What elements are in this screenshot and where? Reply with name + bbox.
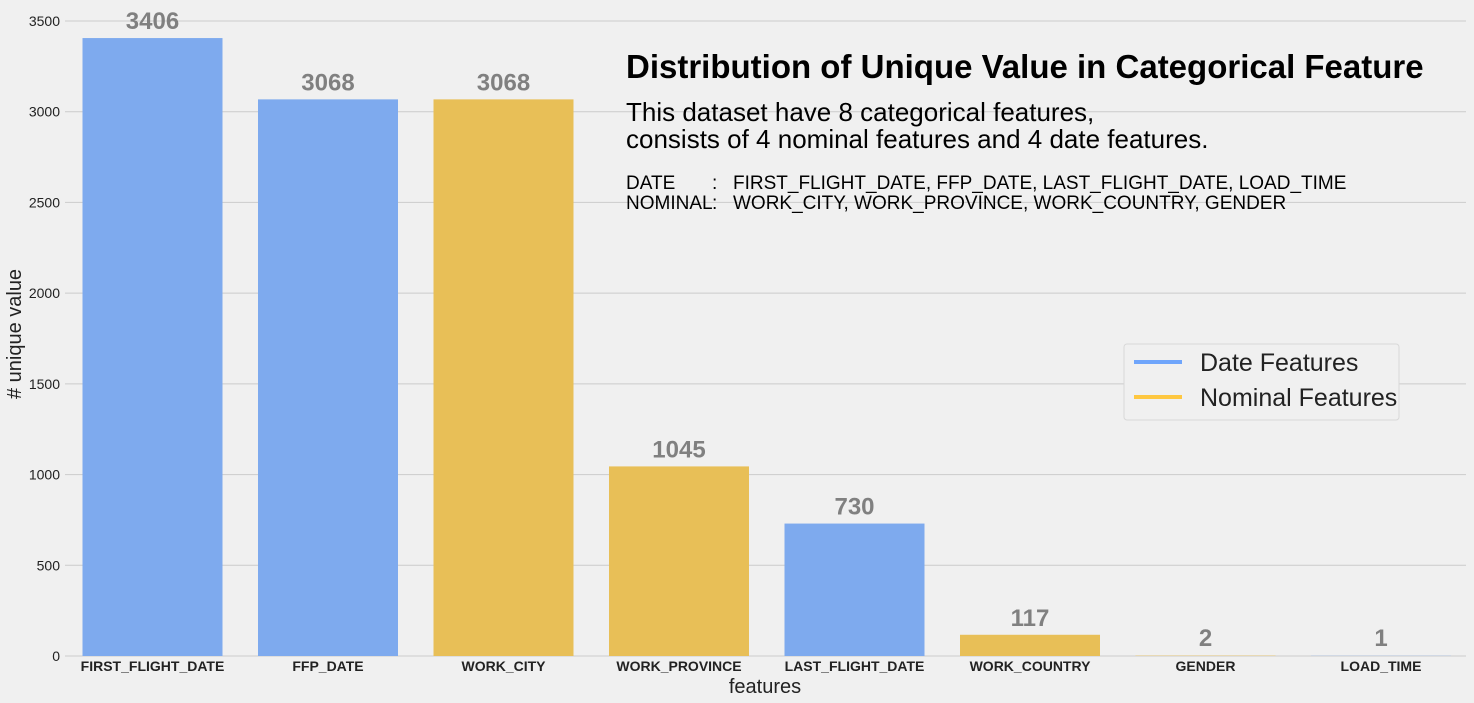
legend-label-date: Date Features xyxy=(1200,349,1358,377)
x-tick-label: FFP_DATE xyxy=(292,658,363,674)
y-tick-label: 2500 xyxy=(29,194,60,210)
y-tick-label: 0 xyxy=(52,648,60,664)
data-label: 1045 xyxy=(652,436,705,463)
x-axis-label: features xyxy=(729,676,801,698)
data-label: 3068 xyxy=(477,69,530,96)
bar-ffp-date xyxy=(258,99,398,657)
y-axis-ticks: 0 500 1000 1500 2000 2500 3000 3500 xyxy=(29,13,60,664)
legend-label-nominal: Nominal Features xyxy=(1200,384,1397,412)
y-tick-label: 3000 xyxy=(29,104,60,120)
subtitle-line-2: consists of 4 nominal features and 4 dat… xyxy=(626,124,1208,154)
y-axis-label: # unique value xyxy=(4,269,26,399)
bars xyxy=(82,38,1451,657)
note-nominal-sep: : xyxy=(712,193,717,214)
legend: Date Features Nominal Features xyxy=(1123,343,1400,421)
data-labels: 3406 3068 3068 1045 730 117 2 1 xyxy=(126,8,1388,652)
note-nominal-value: WORK_CITY, WORK_PROVINCE, WORK_COUNTRY, … xyxy=(733,193,1286,214)
subtitle-line-1: This dataset have 8 categorical features… xyxy=(626,97,1094,127)
legend-box xyxy=(1123,343,1400,421)
x-tick-label: LAST_FLIGHT_DATE xyxy=(785,658,925,674)
note-date-key: DATE xyxy=(626,173,675,194)
data-label: 3406 xyxy=(126,8,179,35)
data-label: 117 xyxy=(1011,605,1050,632)
bar-first-flight-date xyxy=(82,38,223,657)
x-tick-label: FIRST_FLIGHT_DATE xyxy=(81,658,225,674)
x-tick-label: WORK_PROVINCE xyxy=(616,658,741,674)
x-axis-ticks: FIRST_FLIGHT_DATE FFP_DATE WORK_CITY WORK_P… xyxy=(81,658,1422,674)
note-date-value: FIRST_FLIGHT_DATE, FFP_DATE, LAST_FLIGHT… xyxy=(733,173,1346,194)
data-label: 3068 xyxy=(301,69,354,96)
bar-work-country xyxy=(960,634,1100,656)
y-tick-label: 2000 xyxy=(29,285,60,301)
x-tick-label: WORK_CITY xyxy=(462,658,547,674)
chart-title: Distribution of Unique Value in Categori… xyxy=(626,48,1424,85)
note-nominal-key: NOMINAL xyxy=(626,193,713,214)
y-tick-label: 1000 xyxy=(29,467,60,483)
y-tick-label: 500 xyxy=(37,557,61,573)
note-date-sep: : xyxy=(712,173,717,194)
y-tick-label: 1500 xyxy=(29,376,60,392)
x-tick-label: GENDER xyxy=(1176,658,1236,674)
bar-work-province xyxy=(609,466,749,656)
bar-last-flight-date xyxy=(784,523,925,656)
data-label: 2 xyxy=(1199,625,1212,652)
y-tick-label: 3500 xyxy=(29,13,60,29)
data-label: 730 xyxy=(834,494,874,521)
bar-work-city xyxy=(433,99,574,657)
x-tick-label: LOAD_TIME xyxy=(1341,658,1422,674)
data-label: 1 xyxy=(1374,625,1387,652)
x-tick-label: WORK_COUNTRY xyxy=(970,658,1091,674)
